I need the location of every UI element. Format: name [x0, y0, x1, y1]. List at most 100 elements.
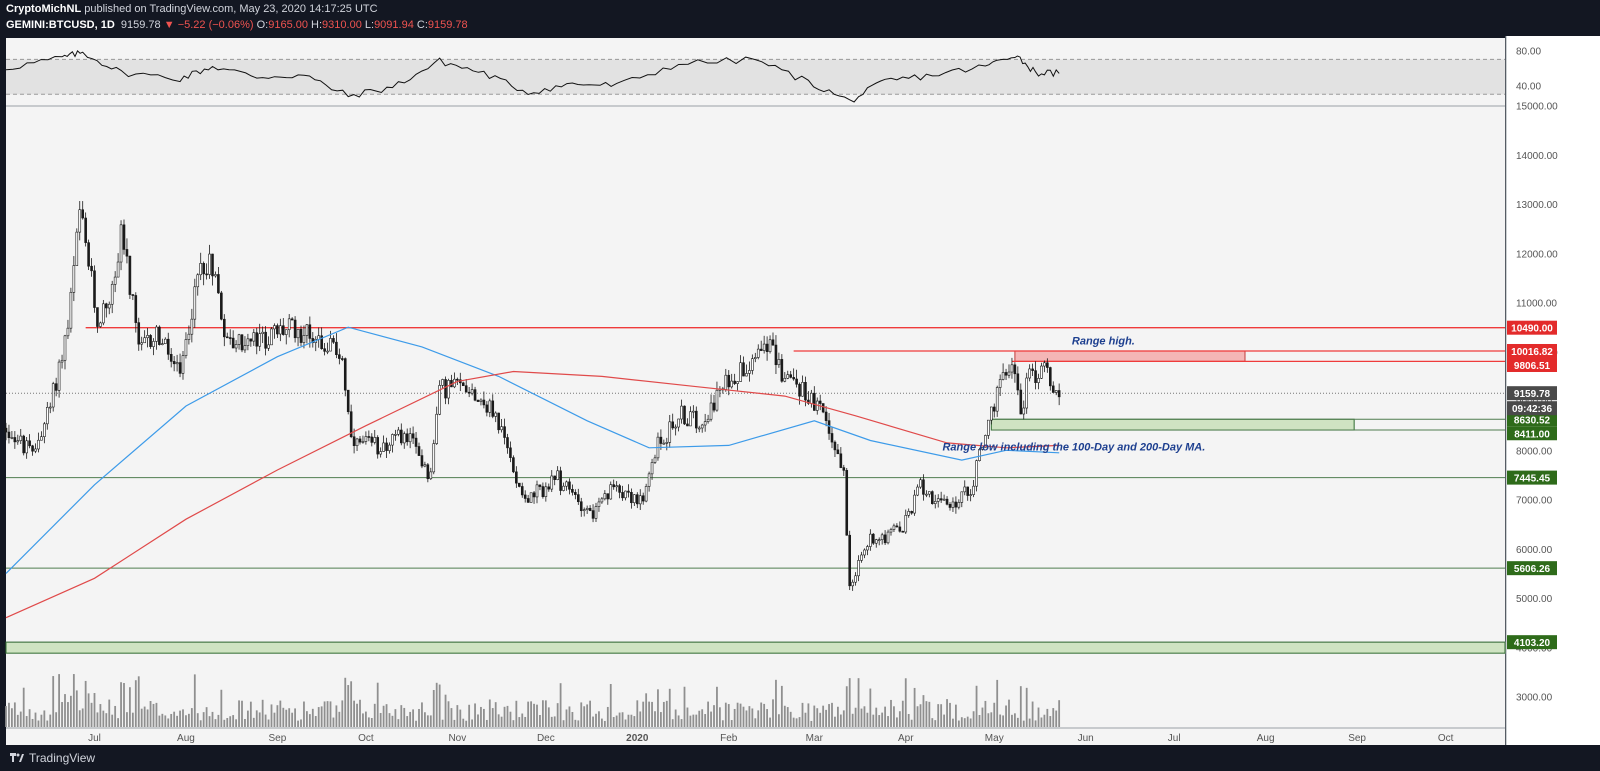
- volume-bar: [721, 720, 724, 727]
- candle-body: [358, 438, 362, 443]
- candle-body: [169, 354, 173, 362]
- volume-bar: [365, 711, 367, 727]
- candle-body: [485, 404, 489, 413]
- price-chart[interactable]: 40.0080.003000.004000.005000.006000.0070…: [0, 36, 1600, 745]
- candle-body: [370, 436, 374, 443]
- volume-bar: [477, 714, 479, 727]
- volume-bar: [662, 701, 665, 727]
- volume-bar: [329, 701, 332, 727]
- volume-bar: [67, 702, 69, 727]
- candle-body: [78, 209, 82, 233]
- candle-body: [125, 249, 129, 257]
- candle-body: [612, 484, 616, 488]
- volume-layer: [5, 674, 1061, 727]
- candle-body: [16, 440, 20, 443]
- volume-bar: [627, 714, 630, 727]
- candle-body: [28, 440, 31, 447]
- volume-bar: [170, 713, 173, 727]
- candle-body: [745, 373, 748, 377]
- volume-bar: [161, 713, 164, 727]
- candle-body: [467, 391, 471, 394]
- tradingview-brand[interactable]: TradingView: [10, 751, 95, 765]
- volume-bar: [8, 702, 10, 727]
- level-label-bg: [1507, 635, 1557, 650]
- candle-body: [48, 406, 52, 409]
- candle-body: [134, 295, 138, 323]
- candle-body: [87, 242, 90, 267]
- candle-body: [1057, 390, 1061, 398]
- volume-bar: [5, 706, 7, 727]
- volume-bar: [801, 702, 804, 727]
- candle-body: [751, 358, 754, 371]
- down-arrow-icon: ▼: [163, 19, 175, 31]
- volume-bar: [1031, 701, 1034, 727]
- candle-body: [733, 380, 736, 384]
- chart-area[interactable]: 40.0080.003000.004000.005000.006000.0070…: [0, 36, 1600, 745]
- volume-bar: [913, 687, 916, 727]
- candle-body: [1043, 362, 1046, 367]
- candle-body: [255, 332, 259, 347]
- candle-body: [476, 399, 480, 402]
- candle-body: [69, 291, 73, 329]
- candle-body: [479, 399, 483, 402]
- volume-bar: [937, 704, 940, 727]
- volume-bar: [155, 702, 158, 727]
- candle-body: [550, 475, 554, 490]
- change-text: −5.22 (−0.06%): [177, 19, 254, 31]
- volume-bar: [453, 719, 456, 727]
- candle-body: [276, 325, 279, 335]
- close-value: 9159.78: [427, 19, 468, 31]
- volume-bar: [75, 690, 78, 727]
- candle-body: [727, 374, 731, 388]
- volume-bar: [515, 700, 518, 727]
- candle-body: [214, 274, 217, 277]
- candle-body: [576, 494, 580, 503]
- symbol-label[interactable]: GEMINI:BTCUSD, 1D: [6, 19, 115, 31]
- candle-body: [75, 231, 79, 266]
- candle-body: [951, 501, 955, 508]
- volume-bar: [264, 714, 267, 727]
- volume-bar: [335, 705, 338, 727]
- candle-body: [37, 439, 40, 450]
- volume-bar: [645, 693, 648, 727]
- volume-bar: [1019, 686, 1022, 727]
- volume-bar: [807, 703, 810, 727]
- candle-body: [503, 426, 506, 438]
- volume-bar: [31, 718, 34, 727]
- candle-body: [1031, 368, 1034, 371]
- candle-body: [491, 400, 495, 417]
- volume-bar: [556, 703, 559, 727]
- volume-bar: [435, 682, 438, 727]
- author-name[interactable]: CryptoMichNL: [6, 3, 82, 15]
- volume-bar: [925, 701, 928, 727]
- volume-bar: [1002, 715, 1004, 727]
- candle-body: [824, 411, 828, 421]
- volume-bar: [825, 709, 827, 727]
- volume-bar: [890, 699, 892, 727]
- volume-bar: [421, 702, 423, 727]
- candle-body: [164, 338, 167, 344]
- candle-body: [51, 383, 55, 408]
- volume-bar: [674, 709, 677, 727]
- candle-body: [102, 303, 105, 324]
- candle-body: [137, 322, 141, 345]
- level-label-bg: [1507, 561, 1557, 576]
- volume-bar: [1014, 713, 1016, 727]
- volume-bar: [317, 707, 320, 727]
- volume-bar: [975, 685, 978, 727]
- candle-body: [158, 326, 161, 345]
- candle-body: [818, 400, 822, 404]
- candle-body: [730, 380, 734, 388]
- candle-body: [771, 339, 775, 346]
- candle-body: [397, 429, 400, 435]
- candle-body: [40, 436, 43, 441]
- volume-bar: [719, 707, 721, 727]
- candle-body: [311, 338, 315, 343]
- candle-body: [827, 420, 831, 434]
- candle-body: [807, 399, 810, 404]
- candle-body: [93, 270, 96, 308]
- volume-bar: [813, 705, 816, 727]
- candle-body: [84, 217, 87, 243]
- candle-body: [644, 486, 648, 502]
- volume-bar: [81, 708, 84, 727]
